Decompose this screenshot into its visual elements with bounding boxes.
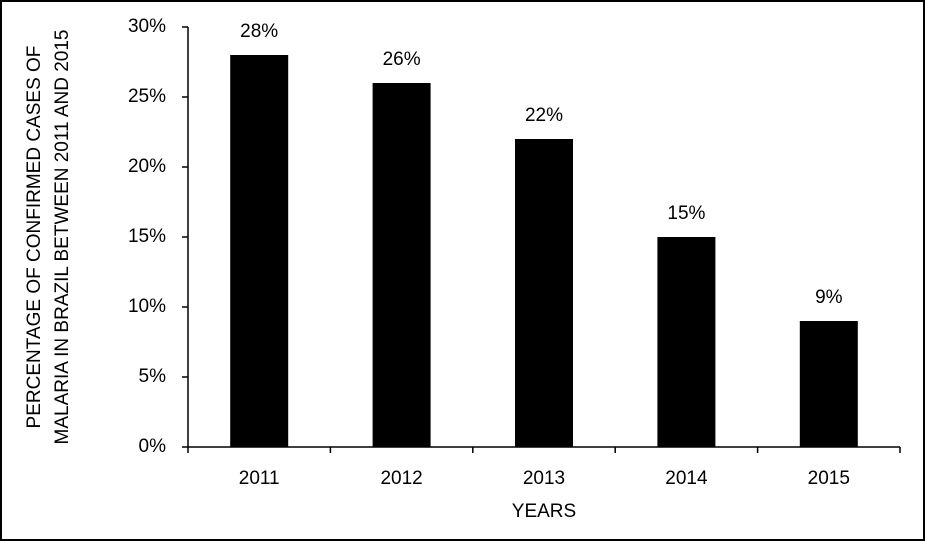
value-label: 15% — [667, 203, 705, 224]
y-tick-label: 30% — [128, 16, 166, 37]
y-axis-title: PERCENTAGE OF CONFIRMED CASES OF MALARIA… — [24, 29, 73, 445]
x-tick-label: 2014 — [665, 468, 708, 489]
y-tick-label: 20% — [128, 156, 166, 177]
y-tick-label: 10% — [128, 296, 166, 317]
x-axis-title: YEARS — [512, 501, 576, 522]
bar — [230, 55, 289, 447]
bar — [799, 321, 858, 447]
x-tick-label: 2012 — [380, 468, 422, 489]
y-tick-label: 15% — [128, 226, 166, 247]
y-tick-label: 0% — [139, 436, 167, 457]
value-label: 22% — [525, 105, 563, 126]
bar — [372, 83, 431, 447]
y-tick-label: 25% — [128, 86, 166, 107]
bar — [657, 237, 716, 447]
value-label: 9% — [815, 287, 843, 308]
y-tick-label: 5% — [139, 366, 167, 387]
value-label: 28% — [240, 21, 278, 42]
x-tick-label: 2011 — [239, 468, 280, 489]
bar — [515, 139, 573, 447]
x-tick-label: 2015 — [808, 468, 850, 489]
x-tick-label: 2013 — [523, 468, 565, 489]
value-label: 26% — [383, 49, 421, 70]
